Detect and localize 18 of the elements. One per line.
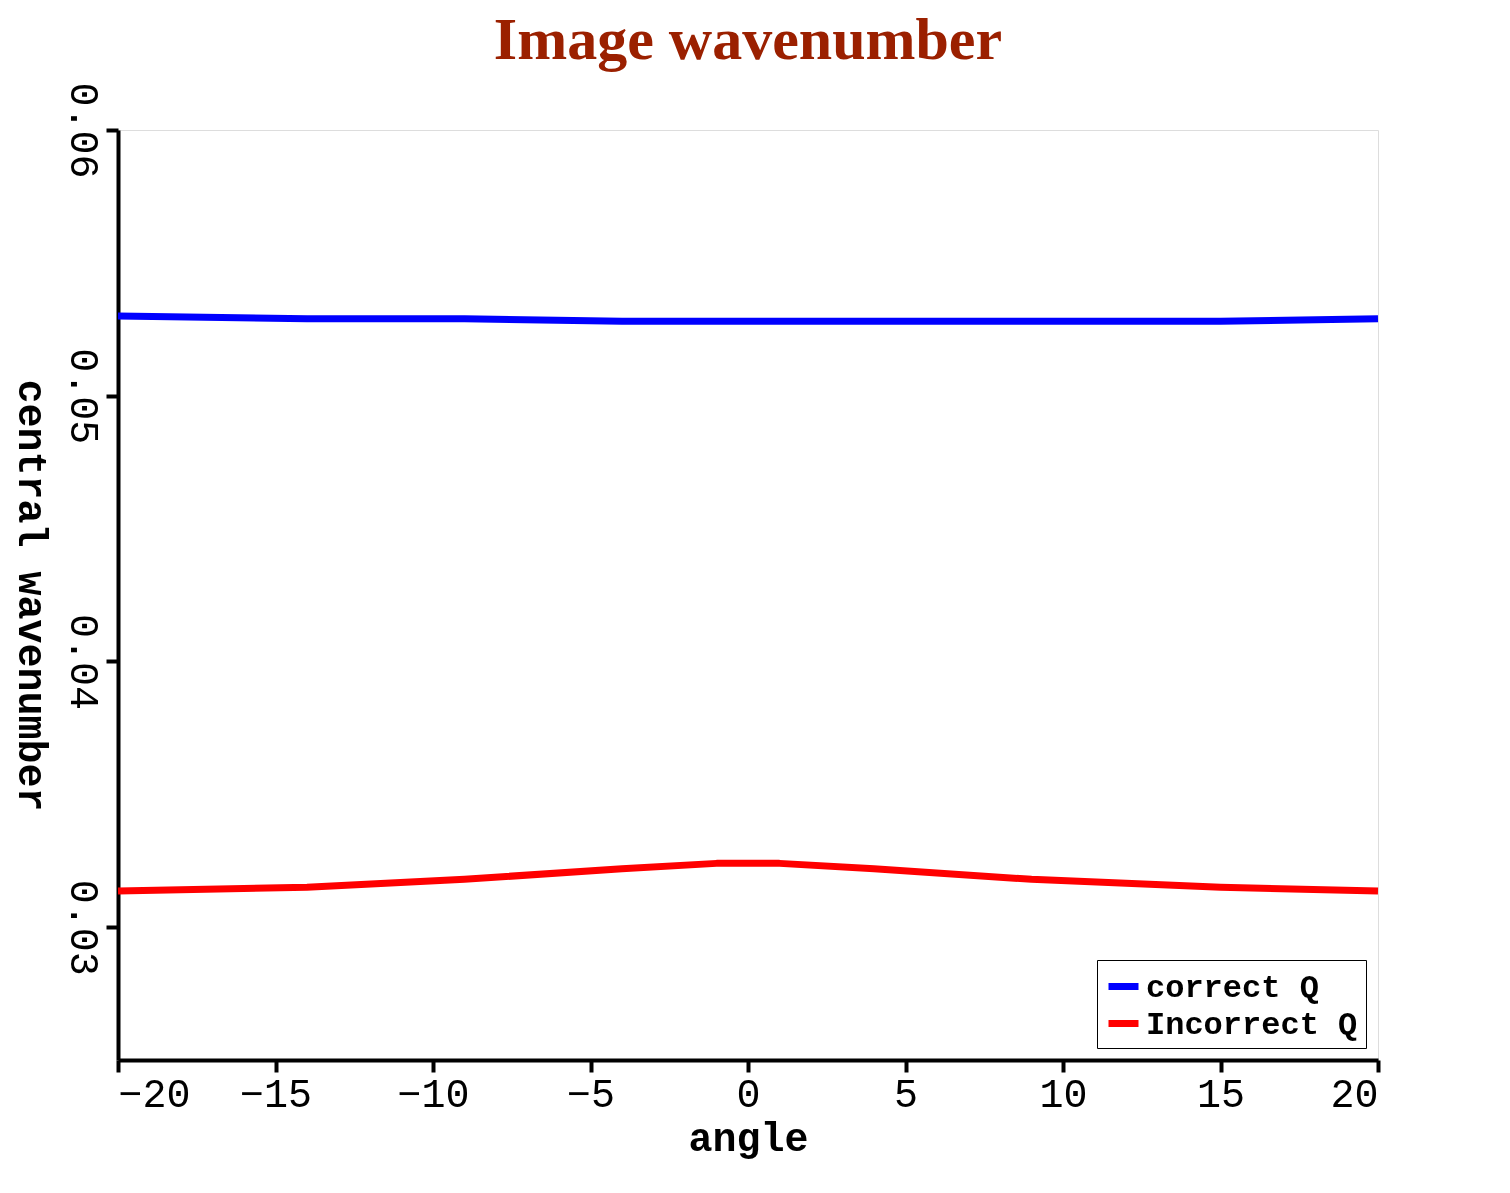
x-axis-title: angle: [688, 1117, 809, 1163]
x-tick-label: −5: [566, 1073, 616, 1119]
y-tick-label: 0.03: [58, 879, 104, 976]
x-tick-label: −20: [118, 1073, 191, 1119]
y-tick-label: 0.04: [58, 613, 104, 710]
x-tick-label: 5: [893, 1073, 919, 1119]
y-tick-label: 0.05: [58, 348, 104, 445]
y-axis-title: central wavenumber: [6, 379, 52, 812]
x-tick-label: 20: [1330, 1073, 1379, 1119]
legend-label: Incorrect Q: [1146, 1006, 1358, 1044]
y-tick-label: 0.06: [58, 82, 104, 179]
chart-title: Image wavenumber: [493, 5, 1003, 72]
x-tick-label: 15: [1196, 1073, 1246, 1119]
x-tick-label: 10: [1039, 1073, 1088, 1119]
legend-label: correct Q: [1146, 969, 1319, 1007]
x-tick-label: −10: [397, 1073, 470, 1119]
x-tick-label: 0: [736, 1073, 761, 1119]
x-tick-label: −15: [239, 1073, 313, 1119]
